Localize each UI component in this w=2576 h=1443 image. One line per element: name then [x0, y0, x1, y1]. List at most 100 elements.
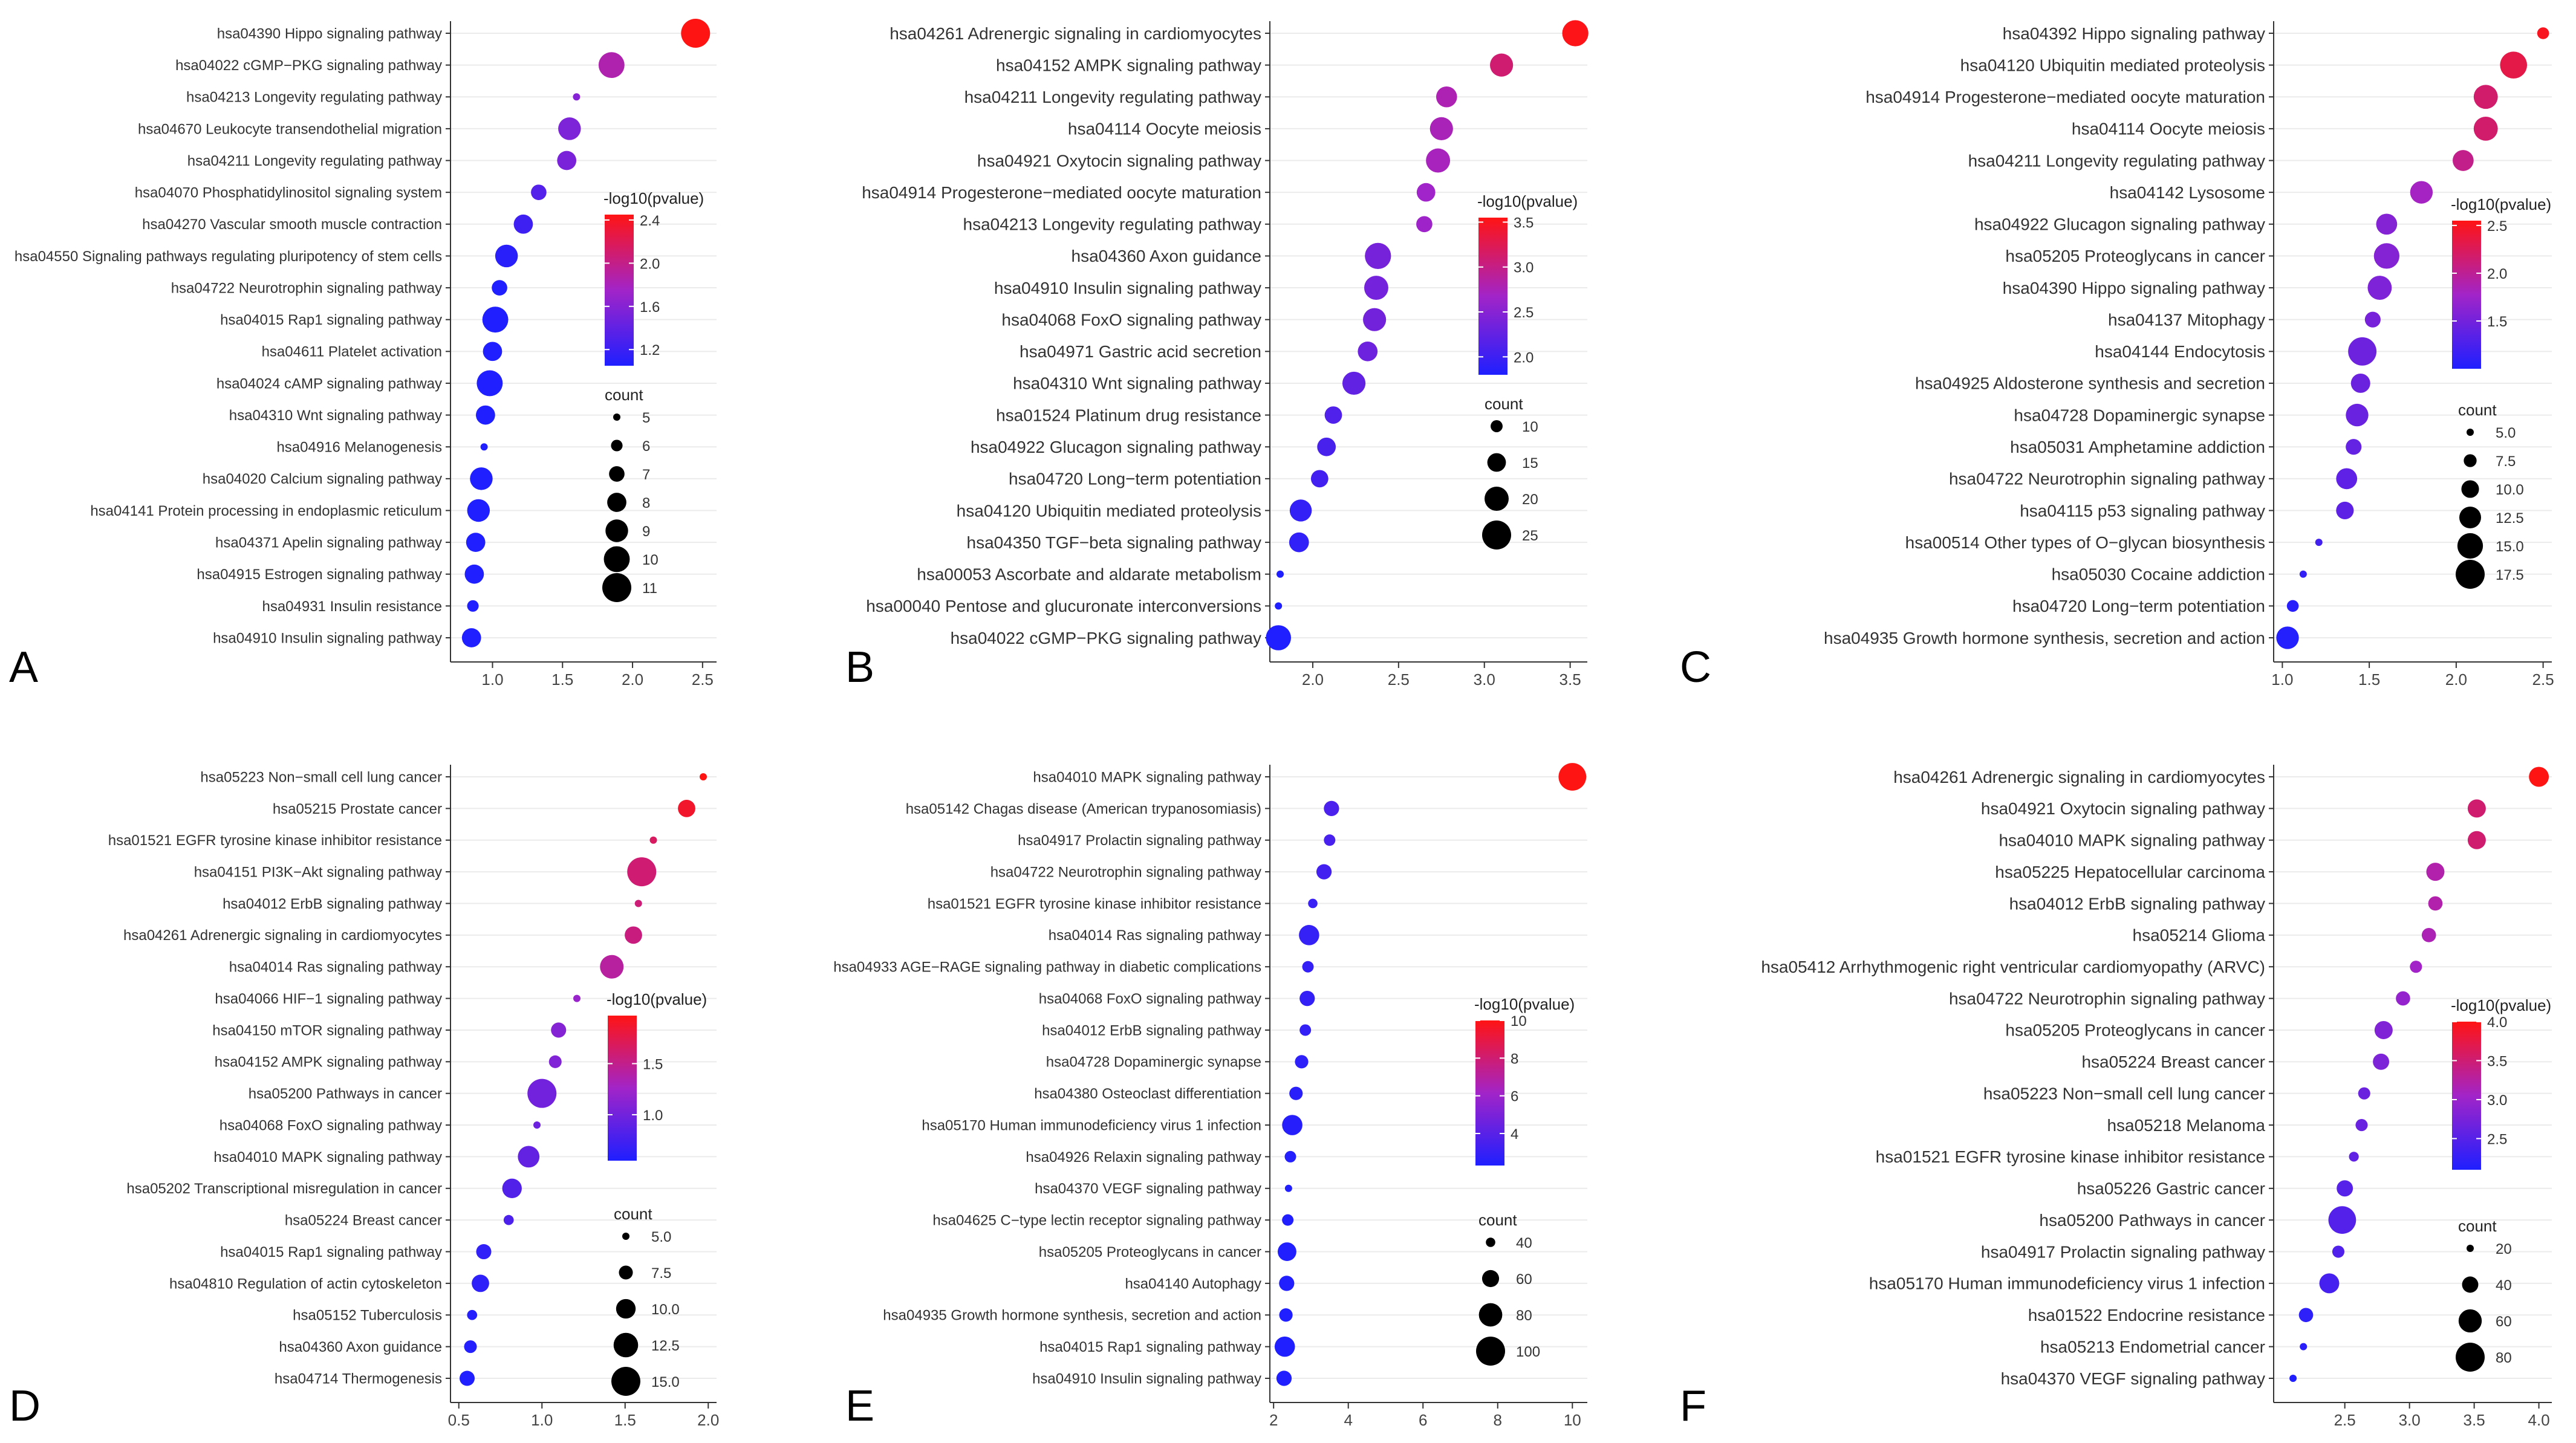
y-tick-label: hsa04310 Wnt signaling pathway [229, 407, 442, 424]
data-point [681, 19, 711, 48]
size-legend-label: 10 [1522, 419, 1538, 435]
data-point [1416, 216, 1433, 233]
y-tick-label: hsa04022 cGMP−PKG signaling pathway [951, 629, 1261, 647]
color-legend-bar [2452, 221, 2481, 369]
data-point [2350, 373, 2370, 393]
data-point [1317, 437, 1336, 456]
y-tick-label: hsa01521 EGFR tyrosine kinase inhibitor … [108, 832, 442, 849]
y-tick-label: hsa04722 Neurotrophin signaling pathway [1949, 989, 2265, 1008]
size-legend-label: 15.0 [651, 1374, 680, 1390]
data-point [1429, 117, 1453, 140]
y-tick-label: hsa04066 HIF−1 signaling pathway [215, 991, 442, 1007]
size-legend-dot [2467, 1245, 2474, 1252]
data-point [1365, 242, 1391, 270]
x-tick-label: 2.5 [2334, 1411, 2356, 1429]
y-tick-label: hsa04728 Dopaminergic synapse [2014, 406, 2265, 424]
y-tick-label: hsa04910 Insulin signaling pathway [994, 279, 1261, 297]
panel-letter-d: D [9, 1382, 41, 1430]
data-point [2364, 311, 2381, 328]
y-tick-label: hsa04910 Insulin signaling pathway [213, 630, 442, 646]
size-legend-dot [605, 519, 628, 542]
data-point [2286, 600, 2299, 612]
data-point [1363, 308, 1387, 331]
data-point [483, 342, 503, 362]
data-point [573, 93, 581, 101]
size-legend-dot [602, 573, 631, 602]
y-tick-label: hsa04550 Signaling pathways regulating p… [15, 248, 442, 265]
data-point [1277, 570, 1284, 578]
data-point [2537, 27, 2549, 39]
size-legend-label: 10.0 [651, 1302, 680, 1318]
y-tick-label: hsa05031 Amphetamine addiction [2010, 438, 2265, 456]
data-point [1436, 86, 1457, 108]
y-tick-label: hsa04921 Oxytocin signaling pathway [1981, 799, 2265, 818]
x-tick-label: 1.5 [2358, 670, 2380, 689]
y-tick-label: hsa04068 FoxO signaling pathway [1001, 310, 1261, 329]
y-tick-label: hsa04914 Progesterone−mediated oocyte ma… [1865, 88, 2265, 106]
data-point [1302, 961, 1314, 973]
data-point [2336, 468, 2358, 490]
y-tick-label: hsa01521 EGFR tyrosine kinase inhibitor … [928, 896, 1261, 912]
data-point [1266, 625, 1291, 650]
size-legend-label: 20 [2496, 1241, 2512, 1257]
data-point [2374, 1020, 2393, 1039]
y-tick-label: hsa04010 MAPK signaling pathway [213, 1149, 442, 1166]
y-tick-label: hsa04012 ErbB signaling pathway [1042, 1022, 1261, 1039]
size-legend-label: 7.5 [2496, 453, 2516, 470]
data-point [1295, 1055, 1309, 1069]
y-tick-label: hsa04722 Neurotrophin signaling pathway [171, 280, 442, 296]
y-tick-label: hsa05170 Human immunodeficiency virus 1 … [922, 1117, 1261, 1133]
data-point [527, 1078, 557, 1108]
y-tick-label: hsa04931 Insulin resistance [262, 598, 442, 615]
data-point [467, 499, 490, 522]
size-legend-dot [2461, 480, 2479, 498]
y-tick-label: hsa04933 AGE−RAGE signaling pathway in d… [833, 959, 1261, 976]
y-tick-label: hsa04611 Platelet activation [262, 344, 442, 360]
color-legend-label: 1.5 [643, 1056, 663, 1072]
size-legend-label: 8 [642, 495, 650, 511]
data-point [1324, 800, 1339, 816]
panel-letter-c: C [1680, 643, 1711, 692]
size-legend-label: 9 [642, 524, 650, 540]
y-tick-label: hsa04010 MAPK signaling pathway [1999, 831, 2265, 850]
data-point [627, 857, 657, 887]
panel-letter-b: B [845, 643, 874, 692]
color-legend-label: 4 [1511, 1126, 1518, 1143]
y-tick-label: hsa04360 Axon guidance [279, 1339, 442, 1355]
color-legend-label: 4.0 [2487, 1014, 2507, 1031]
size-legend-label: 5.0 [651, 1229, 671, 1245]
data-point [476, 370, 503, 397]
data-point [1299, 1024, 1312, 1036]
y-tick-label: hsa04140 Autophagy [1125, 1276, 1261, 1292]
color-legend-label: 3.0 [2487, 1092, 2507, 1109]
y-tick-label: hsa05030 Cocaine addiction [2052, 565, 2265, 584]
data-point [2529, 767, 2549, 787]
data-point [467, 1309, 478, 1320]
y-tick-label: hsa04022 cGMP−PKG signaling pathway [175, 57, 442, 74]
data-point [1282, 1214, 1294, 1226]
y-tick-label: hsa04720 Long−term potentiation [1009, 470, 1261, 488]
data-point [2500, 51, 2528, 79]
size-legend-dot [2467, 429, 2474, 436]
size-legend-label: 10 [642, 552, 659, 568]
size-legend-label: 80 [1516, 1308, 1532, 1324]
data-point [1324, 406, 1342, 424]
x-tick-label: 3.5 [1560, 670, 1581, 689]
y-tick-label: hsa04917 Prolactin signaling pathway [1018, 832, 1261, 849]
size-legend-label: 11 [642, 580, 657, 597]
data-point [1289, 499, 1312, 522]
data-point [1299, 990, 1315, 1007]
data-point [495, 244, 518, 268]
x-tick-label: 1.5 [551, 670, 573, 689]
y-tick-label: hsa04935 Growth hormone synthesis, secre… [883, 1308, 1261, 1324]
y-tick-label: hsa04350 TGF−beta signaling pathway [967, 533, 1261, 552]
size-legend-dot [603, 546, 630, 572]
y-tick-label: hsa04012 ErbB signaling pathway [223, 896, 442, 912]
data-point [558, 117, 581, 140]
y-tick-label: hsa01522 Endocrine resistance [2028, 1306, 2265, 1325]
data-point [476, 405, 495, 425]
y-tick-label: hsa04115 p53 signaling pathway [2020, 501, 2265, 520]
y-tick-label: hsa04925 Aldosterone synthesis and secre… [1915, 374, 2265, 393]
data-point [1308, 898, 1318, 909]
y-tick-label: hsa05200 Pathways in cancer [249, 1086, 442, 1102]
